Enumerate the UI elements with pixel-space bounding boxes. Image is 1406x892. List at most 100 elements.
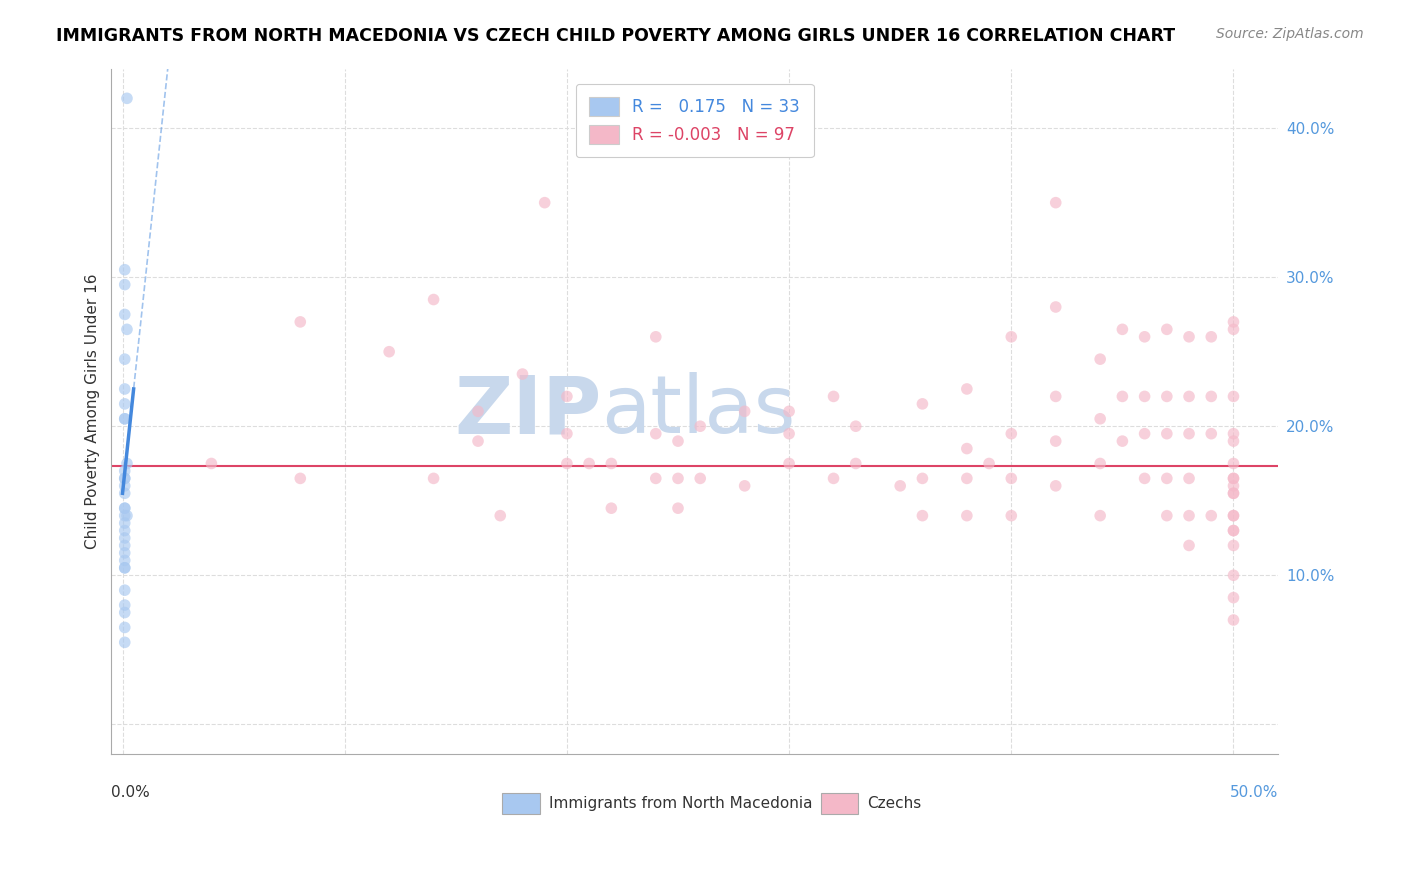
Point xyxy=(1178,426,1201,441)
Point xyxy=(114,598,136,612)
Legend: R =   0.175   N = 33, R = -0.003   N = 97: R = 0.175 N = 33, R = -0.003 N = 97 xyxy=(576,84,814,157)
Point xyxy=(911,397,934,411)
Point xyxy=(1045,434,1067,449)
Point xyxy=(1156,508,1178,523)
Point xyxy=(644,426,666,441)
Text: 0.0%: 0.0% xyxy=(111,785,150,800)
Point xyxy=(845,419,868,434)
Point xyxy=(555,389,578,403)
Point xyxy=(1000,471,1022,485)
Point xyxy=(114,583,136,598)
Point xyxy=(114,277,136,292)
Point xyxy=(778,426,800,441)
Point xyxy=(666,471,689,485)
Point xyxy=(114,471,136,485)
Point xyxy=(1199,330,1222,344)
Point xyxy=(1222,568,1244,582)
Point xyxy=(114,471,136,485)
Point xyxy=(1111,389,1133,403)
Text: atlas: atlas xyxy=(602,372,796,450)
Point xyxy=(114,561,136,575)
Point xyxy=(778,457,800,471)
Point xyxy=(114,262,136,277)
Point xyxy=(600,501,623,516)
Point xyxy=(600,457,623,471)
Point xyxy=(1222,524,1244,538)
Point xyxy=(1222,508,1244,523)
Point xyxy=(422,293,444,307)
Point xyxy=(114,382,136,396)
Point xyxy=(1178,538,1201,552)
Text: Immigrants from North Macedonia: Immigrants from North Macedonia xyxy=(548,796,813,811)
Point xyxy=(489,508,512,523)
Point xyxy=(1156,322,1178,336)
Point xyxy=(1222,486,1244,500)
Point xyxy=(734,479,756,493)
Point xyxy=(778,404,800,418)
Point xyxy=(689,471,711,485)
Point xyxy=(1178,389,1201,403)
Point xyxy=(114,531,136,545)
Point xyxy=(1199,508,1222,523)
Point xyxy=(1222,471,1244,485)
Point xyxy=(889,479,911,493)
Point xyxy=(911,508,934,523)
Point xyxy=(1222,434,1244,449)
Point xyxy=(114,553,136,567)
Point xyxy=(1222,479,1244,493)
Point xyxy=(1156,471,1178,485)
Text: 50.0%: 50.0% xyxy=(1230,785,1278,800)
Point xyxy=(1133,330,1156,344)
Point xyxy=(114,411,136,425)
Point xyxy=(115,508,138,523)
Point xyxy=(956,471,979,485)
Point xyxy=(114,352,136,367)
Point xyxy=(734,404,756,418)
Point xyxy=(115,91,138,105)
Point xyxy=(1222,389,1244,403)
Point xyxy=(555,457,578,471)
Point xyxy=(845,457,868,471)
Point xyxy=(1111,322,1133,336)
Point xyxy=(1222,613,1244,627)
Point xyxy=(823,471,845,485)
Point xyxy=(911,471,934,485)
Point xyxy=(114,397,136,411)
Point xyxy=(1045,300,1067,314)
Point xyxy=(1156,426,1178,441)
Text: ZIP: ZIP xyxy=(454,372,602,450)
Point xyxy=(644,471,666,485)
Point xyxy=(1222,315,1244,329)
Point xyxy=(666,501,689,516)
Point xyxy=(114,561,136,575)
Point xyxy=(1133,426,1156,441)
Point xyxy=(1222,524,1244,538)
Point xyxy=(1133,471,1156,485)
Point xyxy=(378,344,401,359)
Y-axis label: Child Poverty Among Girls Under 16: Child Poverty Among Girls Under 16 xyxy=(86,274,100,549)
Point xyxy=(1156,389,1178,403)
Point xyxy=(1222,508,1244,523)
Point xyxy=(1222,591,1244,605)
Point xyxy=(689,419,711,434)
Point xyxy=(1000,426,1022,441)
Point xyxy=(1178,330,1201,344)
Point xyxy=(956,382,979,396)
Point xyxy=(114,516,136,530)
Point xyxy=(1222,322,1244,336)
Point xyxy=(1222,426,1244,441)
Point xyxy=(555,426,578,441)
Point xyxy=(823,389,845,403)
Point xyxy=(1045,195,1067,210)
Point xyxy=(956,508,979,523)
Text: Source: ZipAtlas.com: Source: ZipAtlas.com xyxy=(1216,27,1364,41)
Point xyxy=(114,508,136,523)
Point xyxy=(1111,434,1133,449)
Point xyxy=(114,411,136,425)
Point xyxy=(1199,426,1222,441)
Point xyxy=(114,479,136,493)
Point xyxy=(956,442,979,456)
Point xyxy=(114,620,136,634)
Point xyxy=(114,524,136,538)
Point xyxy=(114,464,136,478)
